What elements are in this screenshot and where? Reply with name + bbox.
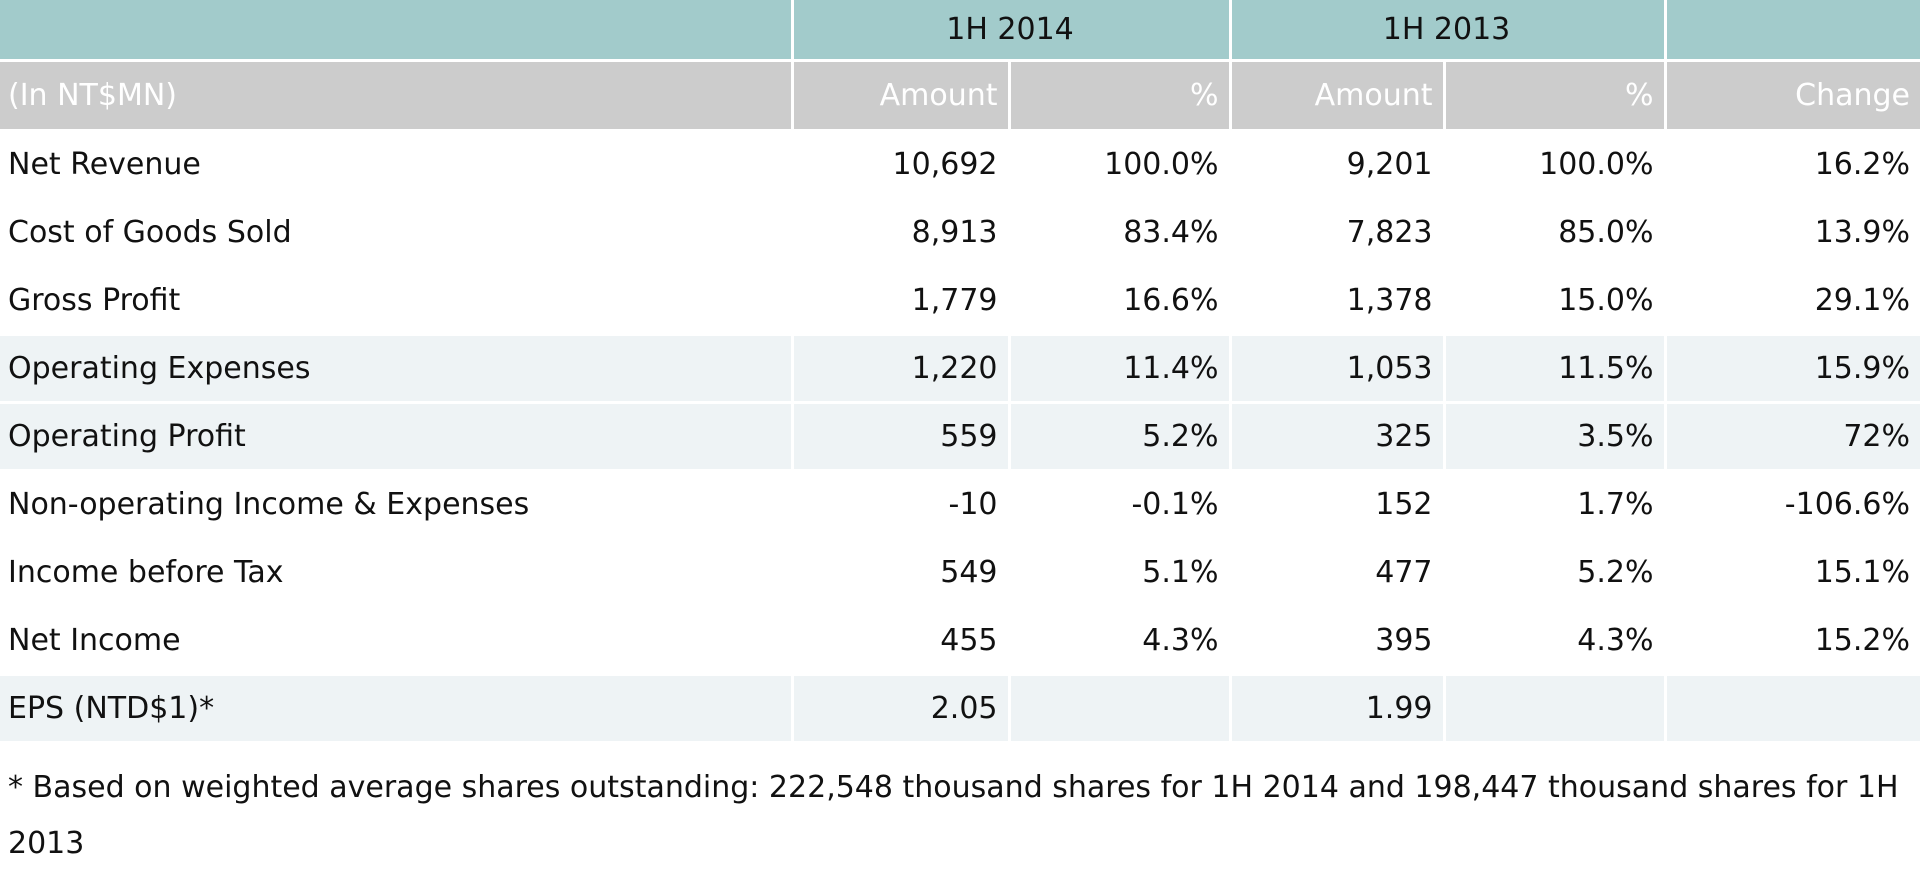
column-header-change: Change [1665, 60, 1920, 132]
cell-value: 4.3% [1444, 606, 1667, 676]
cell-value: 10,692 [792, 130, 1011, 200]
cell-value: 15.0% [1444, 266, 1667, 336]
cell-value: 5.1% [1009, 538, 1232, 608]
table-row-operating-profit: Operating Profit 559 5.2% 325 3.5% 72% [0, 402, 1920, 472]
cell-value: 15.1% [1665, 538, 1920, 608]
cell-value: 29.1% [1665, 266, 1920, 336]
cell-value: -106.6% [1665, 470, 1920, 540]
row-label: Gross Profit [0, 266, 794, 336]
table-row-non-operating: Non-operating Income & Expenses -10 -0.1… [0, 470, 1920, 540]
cell-value: 100.0% [1444, 130, 1667, 200]
corner-cell [0, 0, 794, 62]
cell-value: 85.0% [1444, 198, 1667, 268]
column-header-pct-2013: % [1444, 60, 1667, 132]
cell-value: 5.2% [1444, 538, 1667, 608]
row-label: Cost of Goods Sold [0, 198, 794, 268]
cell-value: 15.9% [1665, 334, 1920, 404]
table-row-cogs: Cost of Goods Sold 8,913 83.4% 7,823 85.… [0, 198, 1920, 268]
column-header-amount-2014: Amount [792, 60, 1011, 132]
cell-value: 1,220 [792, 334, 1011, 404]
cell-value: 4.3% [1009, 606, 1232, 676]
column-header-pct-2014: % [1009, 60, 1232, 132]
table-row-gross-profit: Gross Profit 1,779 16.6% 1,378 15.0% 29.… [0, 266, 1920, 336]
cell-value: 83.4% [1009, 198, 1232, 268]
cell-value: 16.6% [1009, 266, 1232, 336]
table-row-income-before-tax: Income before Tax 549 5.1% 477 5.2% 15.1… [0, 538, 1920, 608]
cell-value: 559 [792, 402, 1011, 472]
cell-value: 11.4% [1009, 334, 1232, 404]
row-label: EPS (NTD$1)* [0, 674, 794, 744]
cell-value: 325 [1230, 402, 1446, 472]
cell-value: 455 [792, 606, 1011, 676]
cell-value: 549 [792, 538, 1011, 608]
cell-value: 1.7% [1444, 470, 1667, 540]
cell-value: 5.2% [1009, 402, 1232, 472]
table-row-operating-expenses: Operating Expenses 1,220 11.4% 1,053 11.… [0, 334, 1920, 404]
table-row-net-revenue: Net Revenue 10,692 100.0% 9,201 100.0% 1… [0, 130, 1920, 200]
cell-value: 1,779 [792, 266, 1011, 336]
cell-value: 15.2% [1665, 606, 1920, 676]
financial-results-table: 1H 2014 1H 2013 (In NT$MN) Amount % Amou… [0, 0, 1920, 744]
cell-value: 395 [1230, 606, 1446, 676]
column-header-amount-2013: Amount [1230, 60, 1446, 132]
unit-label: (In NT$MN) [0, 60, 794, 132]
cell-value: 11.5% [1444, 334, 1667, 404]
period-header-change-spacer [1665, 0, 1920, 62]
cell-value: 477 [1230, 538, 1446, 608]
cell-value: 8,913 [792, 198, 1011, 268]
column-header-row: (In NT$MN) Amount % Amount % Change [0, 60, 1920, 132]
cell-value: -10 [792, 470, 1011, 540]
cell-value [1665, 674, 1920, 744]
row-label: Non-operating Income & Expenses [0, 470, 794, 540]
table-row-net-income: Net Income 455 4.3% 395 4.3% 15.2% [0, 606, 1920, 676]
period-header-1h2014: 1H 2014 [792, 0, 1232, 62]
cell-value: 13.9% [1665, 198, 1920, 268]
cell-value [1009, 674, 1232, 744]
period-header-1h2013: 1H 2013 [1230, 0, 1667, 62]
period-header-row: 1H 2014 1H 2013 [0, 0, 1920, 62]
cell-value: 3.5% [1444, 402, 1667, 472]
row-label: Income before Tax [0, 538, 794, 608]
row-label: Net Revenue [0, 130, 794, 200]
table-row-eps: EPS (NTD$1)* 2.05 1.99 [0, 674, 1920, 744]
cell-value: 16.2% [1665, 130, 1920, 200]
cell-value: 9,201 [1230, 130, 1446, 200]
cell-value: 1,053 [1230, 334, 1446, 404]
row-label: Operating Profit [0, 402, 794, 472]
cell-value: 1,378 [1230, 266, 1446, 336]
row-label: Net Income [0, 606, 794, 676]
cell-value: 1.99 [1230, 674, 1446, 744]
cell-value: -0.1% [1009, 470, 1232, 540]
footnote: * Based on weighted average shares outst… [8, 770, 1899, 862]
cell-value: 100.0% [1009, 130, 1232, 200]
cell-value: 152 [1230, 470, 1446, 540]
cell-value: 2.05 [792, 674, 1011, 744]
cell-value: 72% [1665, 402, 1920, 472]
cell-value: 7,823 [1230, 198, 1446, 268]
cell-value [1444, 674, 1667, 744]
row-label: Operating Expenses [0, 334, 794, 404]
